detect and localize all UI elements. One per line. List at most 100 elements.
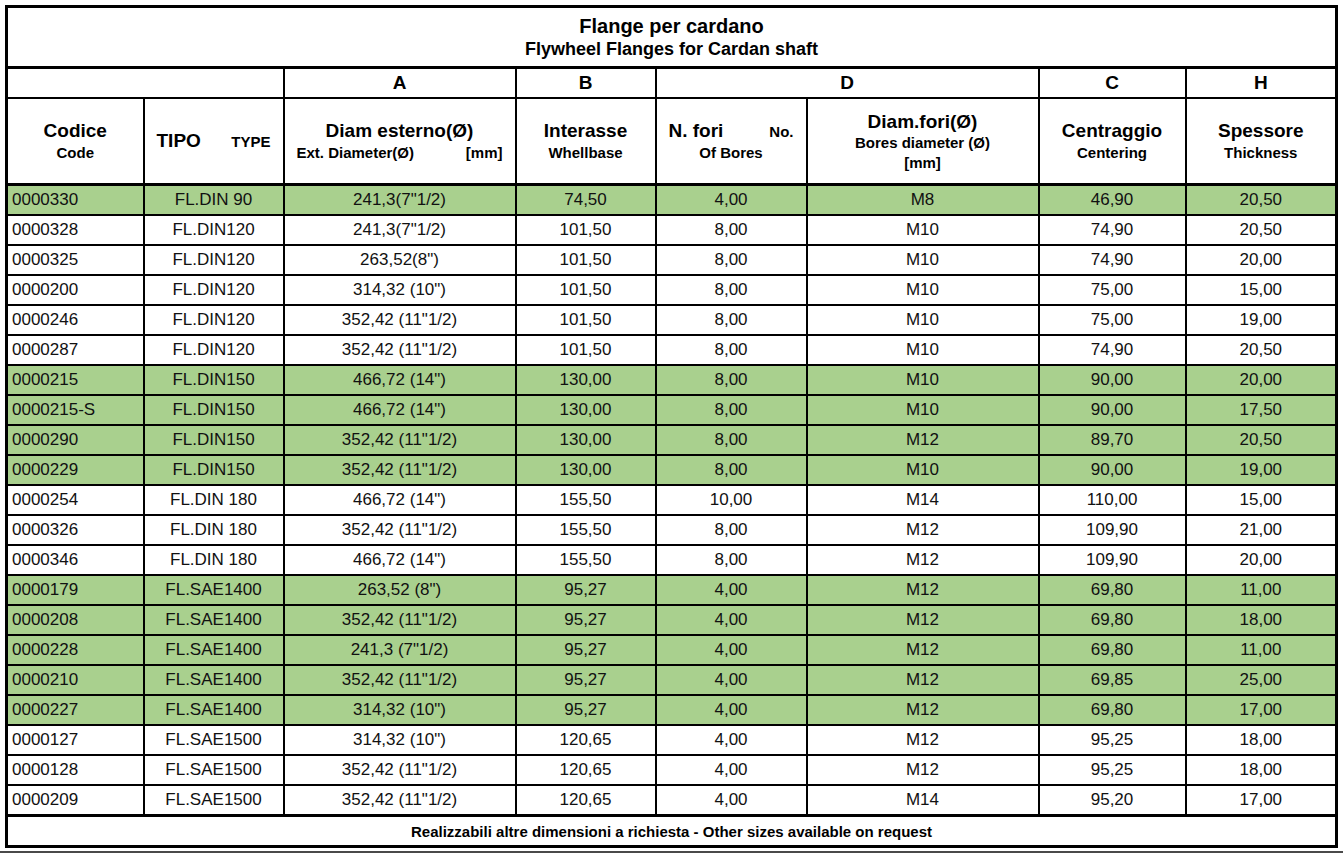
cell-diam-esterno: 314,32 (10") <box>284 695 516 725</box>
col-header-centraggio: Centraggio Centering <box>1039 98 1186 185</box>
cell-interasse: 155,50 <box>516 515 656 545</box>
cell-tipo: FL.DIN150 <box>144 455 284 485</box>
cell-centraggio: 89,70 <box>1039 425 1186 455</box>
col-header-spessore: Spessore Thickness <box>1186 98 1337 185</box>
footer-note: Realizzabili altre dimensioni a richiest… <box>7 816 1337 847</box>
cell-n-fori: 8,00 <box>656 545 807 575</box>
footer-row: Realizzabili altre dimensioni a richiest… <box>7 816 1337 847</box>
cell-tipo: FL.DIN 90 <box>144 185 284 216</box>
cell-interasse: 120,65 <box>516 725 656 755</box>
cell-n-fori: 8,00 <box>656 395 807 425</box>
cell-interasse: 101,50 <box>516 275 656 305</box>
cell-n-fori: 8,00 <box>656 365 807 395</box>
cell-interasse: 155,50 <box>516 485 656 515</box>
cell-interasse: 101,50 <box>516 215 656 245</box>
cell-tipo: FL.DIN150 <box>144 365 284 395</box>
cell-centraggio: 109,90 <box>1039 545 1186 575</box>
col-header-diam-esterno-unit: [mm] <box>466 143 503 163</box>
cell-diam-esterno: 352,42 (11"1/2) <box>284 455 516 485</box>
table-row: 0000227FL.SAE1400314,32 (10")95,274,00M1… <box>7 695 1337 725</box>
cell-n-fori: 4,00 <box>656 785 807 816</box>
cell-n-fori: 8,00 <box>656 455 807 485</box>
cell-spessore: 11,00 <box>1186 635 1337 665</box>
cell-tipo: FL.DIN120 <box>144 275 284 305</box>
cell-interasse: 95,27 <box>516 695 656 725</box>
table-row: 0000254FL.DIN 180466,72 (14")155,5010,00… <box>7 485 1337 515</box>
cell-codice: 0000287 <box>7 335 144 365</box>
cell-interasse: 130,00 <box>516 365 656 395</box>
cell-codice: 0000325 <box>7 245 144 275</box>
cell-diam-fori: M10 <box>807 305 1039 335</box>
cell-tipo: FL.SAE1400 <box>144 605 284 635</box>
group-header-d: D <box>656 68 1039 99</box>
table-row: 0000127FL.SAE1500314,32 (10")120,654,00M… <box>7 725 1337 755</box>
cell-spessore: 17,00 <box>1186 695 1337 725</box>
cell-codice: 0000290 <box>7 425 144 455</box>
cell-n-fori: 4,00 <box>656 605 807 635</box>
table-title-italian: Flange per cardano <box>8 13 1335 39</box>
group-header-a: A <box>284 68 516 99</box>
cell-diam-esterno: 241,3(7"1/2) <box>284 215 516 245</box>
cell-n-fori: 8,00 <box>656 305 807 335</box>
cell-centraggio: 90,00 <box>1039 365 1186 395</box>
table-row: 0000215FL.DIN150466,72 (14")130,008,00M1… <box>7 365 1337 395</box>
cell-spessore: 21,00 <box>1186 515 1337 545</box>
cell-n-fori: 8,00 <box>656 425 807 455</box>
col-header-centraggio-sub: Centering <box>1040 143 1185 163</box>
cell-diam-fori: M14 <box>807 485 1039 515</box>
cell-diam-esterno: 263,52(8") <box>284 245 516 275</box>
cell-interasse: 95,27 <box>516 665 656 695</box>
cell-diam-esterno: 352,42 (11"1/2) <box>284 665 516 695</box>
cell-codice: 0000328 <box>7 215 144 245</box>
cell-tipo: FL.DIN120 <box>144 335 284 365</box>
cell-codice: 0000228 <box>7 635 144 665</box>
cell-spessore: 19,00 <box>1186 305 1337 335</box>
table-row: 0000328FL.DIN120241,3(7"1/2)101,508,00M1… <box>7 215 1337 245</box>
cell-n-fori: 4,00 <box>656 185 807 216</box>
cell-diam-fori: M12 <box>807 755 1039 785</box>
col-header-n-fori: N. fori No. Of Bores <box>656 98 807 185</box>
cell-diam-fori: M12 <box>807 695 1039 725</box>
col-header-diam-esterno-sub: Ext. Diameter(Ø) <box>297 143 415 163</box>
cell-spessore: 15,00 <box>1186 275 1337 305</box>
cell-spessore: 18,00 <box>1186 725 1337 755</box>
col-header-interasse-sub: Whellbase <box>517 143 655 163</box>
col-header-spessore-main: Spessore <box>1187 119 1336 143</box>
cell-codice: 0000209 <box>7 785 144 816</box>
cell-diam-esterno: 241,3 (7"1/2) <box>284 635 516 665</box>
cell-centraggio: 75,00 <box>1039 275 1186 305</box>
cell-codice: 0000215-S <box>7 395 144 425</box>
cell-spessore: 15,00 <box>1186 485 1337 515</box>
cell-diam-esterno: 352,42 (11"1/2) <box>284 335 516 365</box>
cell-diam-fori: M12 <box>807 725 1039 755</box>
cell-spessore: 18,00 <box>1186 605 1337 635</box>
cell-spessore: 25,00 <box>1186 665 1337 695</box>
cell-interasse: 130,00 <box>516 425 656 455</box>
cell-diam-fori: M12 <box>807 545 1039 575</box>
cell-tipo: FL.SAE1500 <box>144 785 284 816</box>
cell-n-fori: 8,00 <box>656 335 807 365</box>
cell-spessore: 17,00 <box>1186 785 1337 816</box>
cell-centraggio: 90,00 <box>1039 395 1186 425</box>
cell-tipo: FL.DIN 180 <box>144 485 284 515</box>
table-row: 0000128FL.SAE1500352,42 (11"1/2)120,654,… <box>7 755 1337 785</box>
cell-n-fori: 8,00 <box>656 275 807 305</box>
col-header-tipo-main: TIPO <box>157 129 201 153</box>
cell-spessore: 18,00 <box>1186 755 1337 785</box>
cell-centraggio: 69,80 <box>1039 635 1186 665</box>
table-row: 0000200FL.DIN120314,32 (10")101,508,00M1… <box>7 275 1337 305</box>
cell-interasse: 130,00 <box>516 395 656 425</box>
cell-diam-esterno: 241,3(7"1/2) <box>284 185 516 216</box>
cell-codice: 0000330 <box>7 185 144 216</box>
cell-tipo: FL.SAE1400 <box>144 635 284 665</box>
cell-tipo: FL.DIN 180 <box>144 515 284 545</box>
cell-codice: 0000254 <box>7 485 144 515</box>
cell-centraggio: 74,90 <box>1039 335 1186 365</box>
cell-diam-fori: M10 <box>807 245 1039 275</box>
cell-tipo: FL.DIN120 <box>144 215 284 245</box>
cell-n-fori: 4,00 <box>656 725 807 755</box>
cell-interasse: 101,50 <box>516 335 656 365</box>
col-header-diam-fori-unit: [mm] <box>808 153 1038 173</box>
cell-tipo: FL.DIN150 <box>144 395 284 425</box>
table-body: 0000330FL.DIN 90241,3(7"1/2)74,504,00M84… <box>7 185 1337 816</box>
